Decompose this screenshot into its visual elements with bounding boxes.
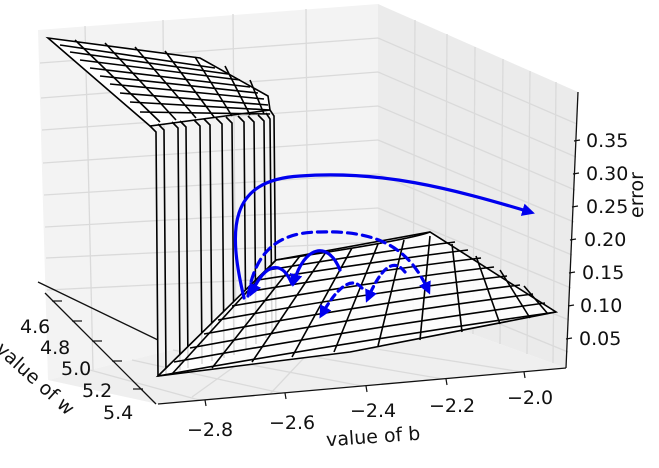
path-small-dashed-1: [365, 263, 407, 303]
path-small-hop-2: [249, 266, 294, 297]
b-tick-label: −2.8: [187, 419, 234, 441]
b-tick-label: −2.6: [269, 412, 316, 434]
b-axis-line: [157, 367, 567, 405]
z-ticks: [565, 139, 581, 340]
w-tick-label: 4.8: [40, 337, 71, 359]
b-ticks: [204, 371, 526, 407]
b-tick-label: −2.4: [350, 400, 397, 422]
z-axis-line: [565, 91, 579, 369]
b-tick-label: −2.0: [507, 387, 554, 409]
path-small-hop-1: [289, 249, 342, 287]
path-medium-step: [246, 230, 431, 298]
path-large-step: [233, 173, 535, 300]
w-tick-label: 5.0: [61, 358, 92, 380]
z-tick-label: 0.10: [580, 295, 623, 317]
z-tick-label: 0.25: [586, 196, 629, 218]
z-tick-label: 0.05: [579, 328, 622, 350]
b-tick-label: −2.2: [429, 395, 476, 417]
z-tick-label: 0.35: [586, 130, 629, 152]
w-tick-label: 5.2: [82, 380, 113, 402]
z-tick-label: 0.30: [586, 163, 629, 185]
path-small-dashed-2: [319, 281, 364, 319]
z-axis-title: error: [626, 172, 648, 218]
w-axis-line: [37, 281, 159, 341]
w-tick-label: 5.4: [103, 402, 134, 424]
z-tick-label: 0.20: [584, 229, 627, 251]
error-surface-wireframe: [45, 36, 559, 378]
gradient-descent-paths: [233, 173, 535, 319]
z-tick-label: 0.15: [582, 262, 625, 284]
w-axis-edge: [44, 292, 157, 405]
w-tick-label: 4.6: [20, 316, 51, 338]
axis-lines: [37, 91, 579, 405]
